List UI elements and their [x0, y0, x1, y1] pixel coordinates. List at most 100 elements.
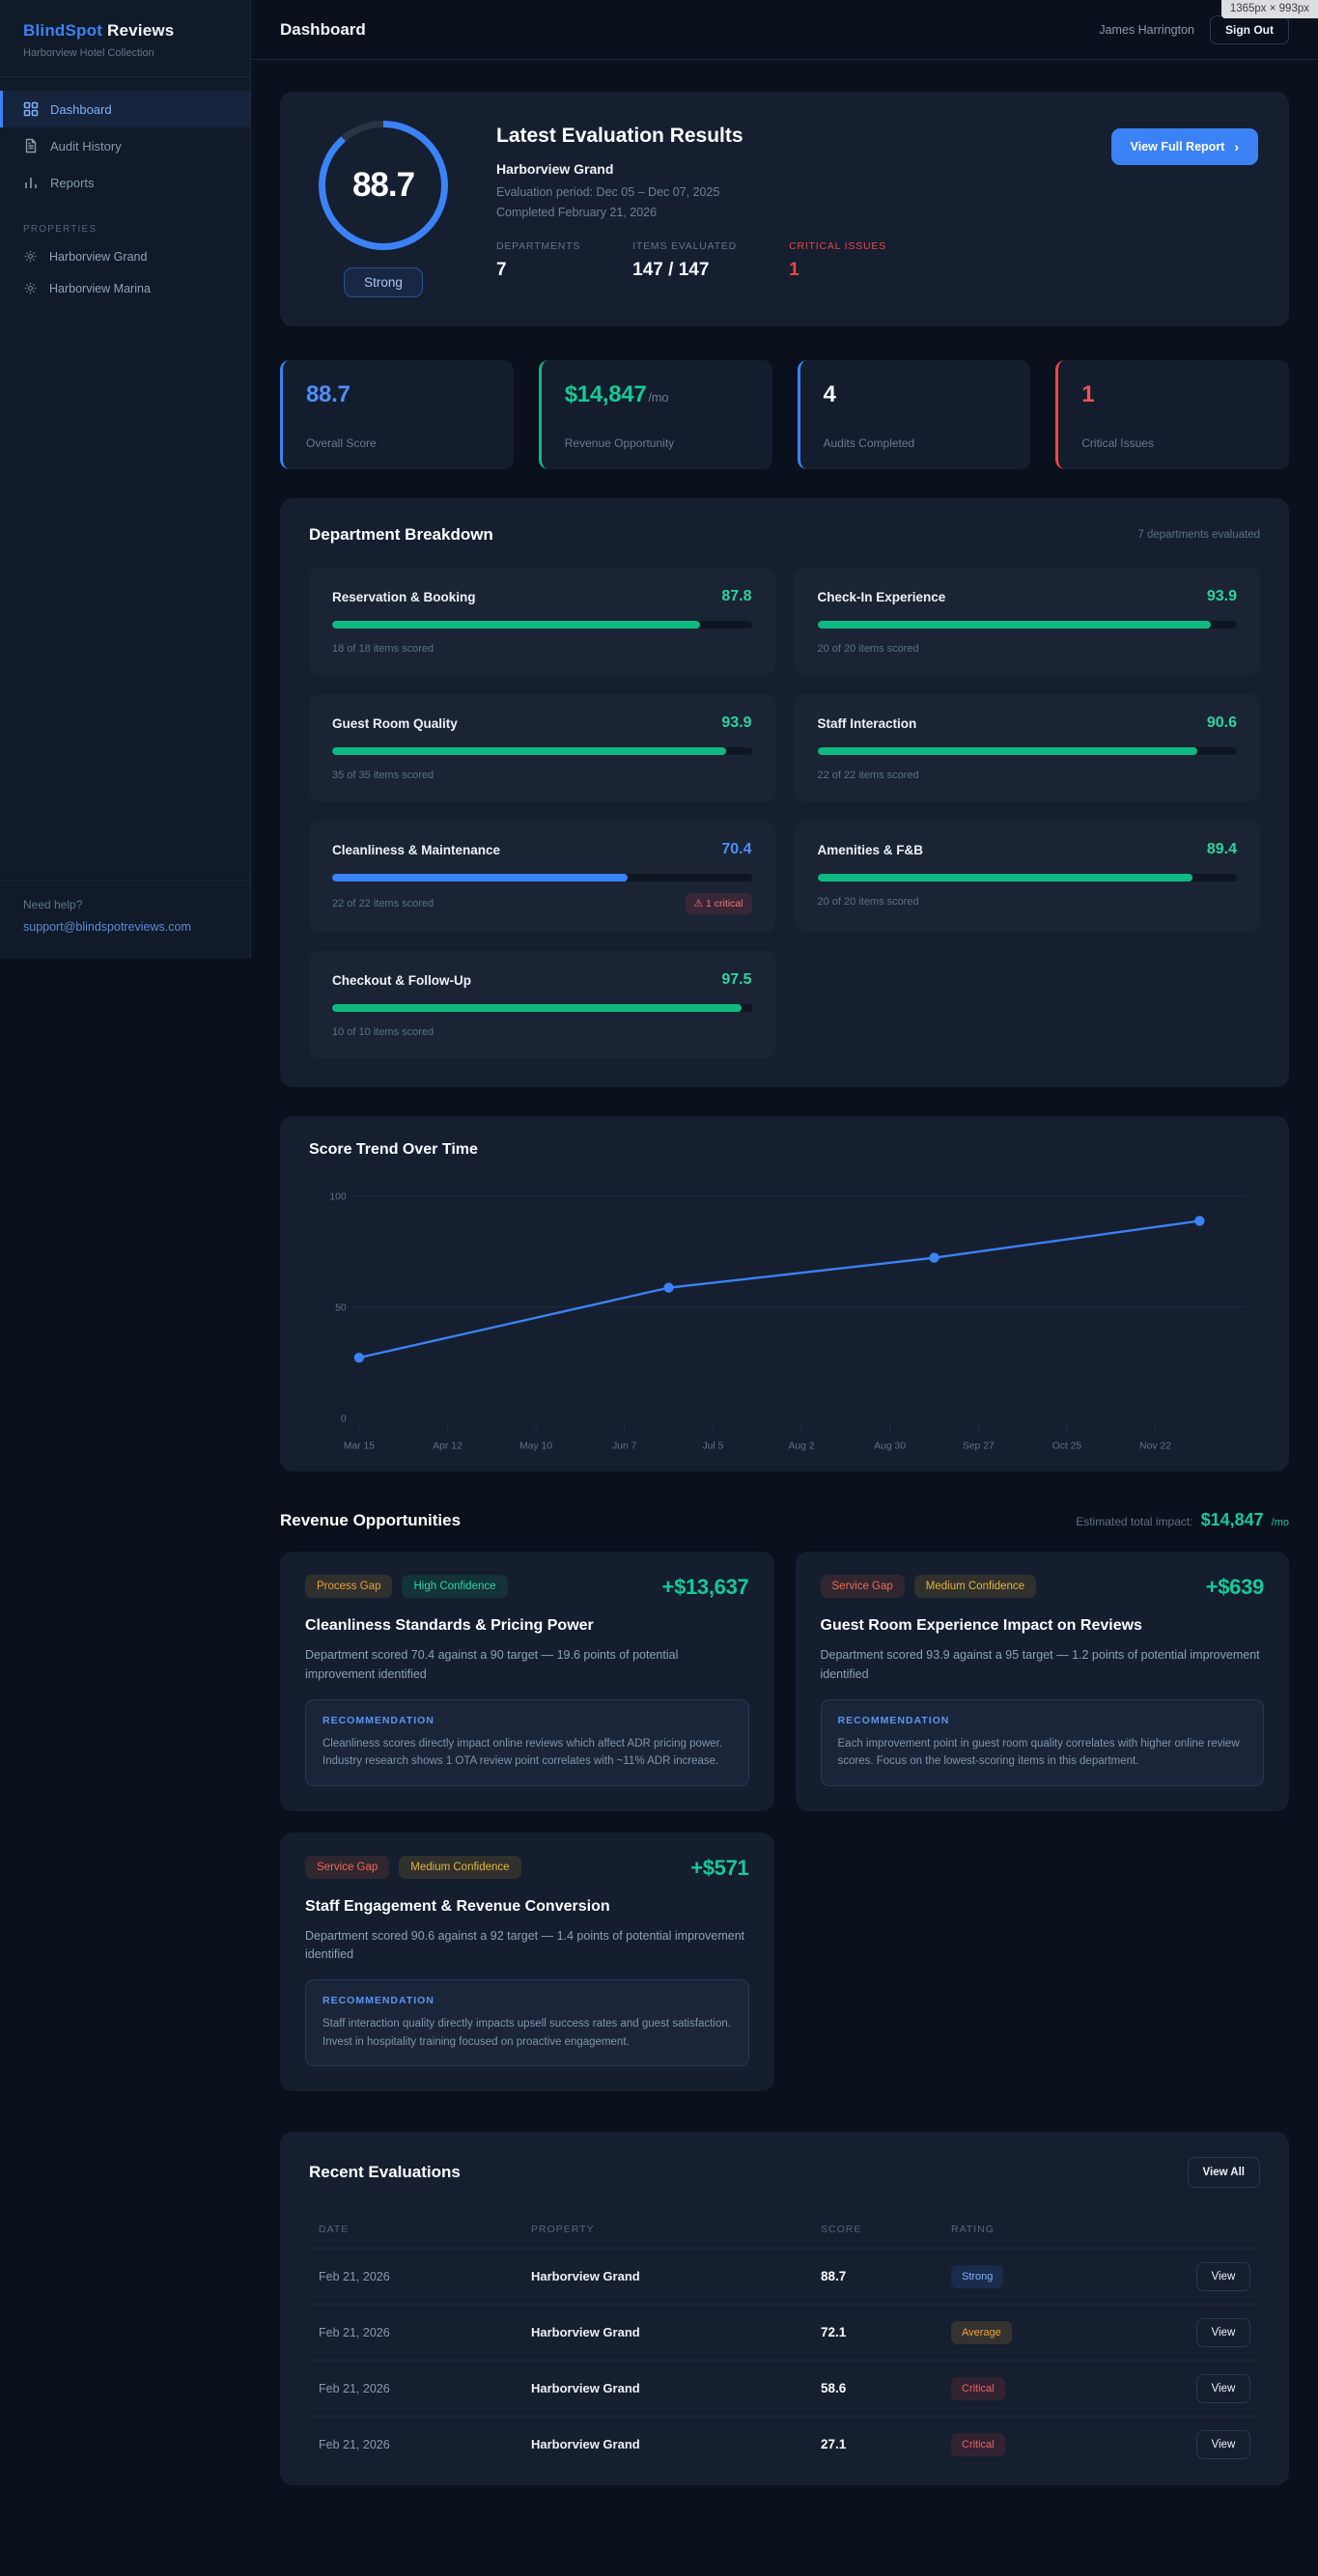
- revenue-card-title: Cleanliness Standards & Pricing Power: [305, 1617, 594, 1635]
- department-progress-track: [332, 747, 752, 755]
- app-logo: BlindSpot Reviews: [23, 21, 227, 41]
- latest-evaluation-card: 88.7 Strong Latest Evaluation Results Ha…: [280, 92, 1289, 326]
- svg-text:Jun 7: Jun 7: [612, 1442, 637, 1452]
- view-row-button[interactable]: View: [1196, 2317, 1250, 2347]
- department-score: 89.4: [1206, 841, 1237, 857]
- department-score: 90.6: [1206, 714, 1237, 731]
- cell-property: Harborview Grand: [531, 2269, 640, 2284]
- cell-score: 58.6: [821, 2381, 847, 2396]
- score-trend-chart: 100 50 0 Mar 15 Apr 12 May 10 Jun 7 Jul 5 Aug 2 A…: [309, 1172, 1260, 1454]
- sign-out-button[interactable]: Sign Out: [1210, 14, 1289, 44]
- property-item-harborview-grand[interactable]: Harborview Grand: [0, 240, 250, 272]
- stat-value: $14,847/mo: [564, 381, 669, 407]
- dashboard-icon: [23, 101, 39, 117]
- score-gauge-column: 88.7 Strong: [311, 121, 456, 297]
- recommendation-box: RECOMMENDATION Cleanliness scores directl…: [305, 1698, 749, 1786]
- svg-text:Oct 25: Oct 25: [1052, 1442, 1082, 1452]
- department-items-scored: 20 of 20 items scored: [817, 896, 919, 908]
- column-header-date: DATE: [319, 2224, 350, 2236]
- department-progress-fill: [332, 1004, 742, 1012]
- revenue-amount: +$13,637: [661, 1575, 749, 1600]
- brand-secondary: Reviews: [102, 21, 175, 40]
- table-row: Feb 21, 2026 Harborview Grand 27.1 Critical…: [309, 2416, 1260, 2472]
- department-name: Checkout & Follow-Up: [332, 972, 471, 988]
- department-progress-fill: [817, 621, 1212, 629]
- sidebar-item-reports[interactable]: Reports: [0, 164, 250, 201]
- department-items-scored: 18 of 18 items scored: [332, 643, 435, 655]
- evaluations-table-header: DATE PROPERTY SCORE RATING: [309, 2211, 1260, 2248]
- svg-text:Jul 5: Jul 5: [702, 1442, 723, 1452]
- support-email-link[interactable]: support@blindspotreviews.com: [23, 920, 191, 934]
- revenue-amount: +$571: [690, 1855, 749, 1880]
- brand-block: BlindSpot Reviews Harborview Hotel Colle…: [0, 0, 250, 77]
- department-progress-track: [332, 1004, 752, 1012]
- department-items-scored: 22 of 22 items scored: [332, 898, 435, 910]
- hero-stat-label: CRITICAL ISSUES: [789, 240, 886, 252]
- hero-stat-critical-issues: CRITICAL ISSUES 1: [789, 240, 886, 281]
- department-items-scored: 20 of 20 items scored: [817, 643, 919, 655]
- impact-label: Estimated total impact:: [1076, 1515, 1193, 1529]
- tag-high: High Confidence: [402, 1575, 508, 1599]
- view-row-button[interactable]: View: [1196, 2261, 1250, 2291]
- department-items-scored: 22 of 22 items scored: [817, 770, 919, 781]
- svg-text:Apr 12: Apr 12: [433, 1442, 463, 1452]
- impact-suffix: /mo: [1271, 1517, 1289, 1529]
- stat-label: Overall Score: [306, 436, 377, 450]
- recommendation-text: Each improvement point in guest room qua…: [837, 1737, 1240, 1768]
- view-full-report-button[interactable]: View Full Report ›: [1110, 128, 1258, 165]
- view-row-button[interactable]: View: [1196, 2429, 1250, 2459]
- properties-list: Harborview Grand Harborview Marina: [0, 240, 250, 304]
- department-progress-track: [817, 621, 1237, 629]
- property-item-harborview-marina[interactable]: Harborview Marina: [0, 272, 250, 304]
- revenue-card-description: Department scored 93.9 against a 95 targ…: [820, 1648, 1260, 1681]
- rating-badge: Strong: [951, 2264, 1004, 2288]
- svg-text:Aug 30: Aug 30: [874, 1442, 906, 1452]
- sidebar-item-dashboard[interactable]: Dashboard: [0, 91, 250, 127]
- cell-score: 88.7: [821, 2269, 847, 2284]
- svg-text:0: 0: [341, 1414, 347, 1424]
- recommendation-label: RECOMMENDATION: [322, 1714, 435, 1726]
- recommendation-box: RECOMMENDATION Each improvement point in …: [820, 1698, 1264, 1786]
- hero-stat-label: ITEMS EVALUATED: [632, 240, 738, 252]
- sidebar: BlindSpot Reviews Harborview Hotel Colle…: [0, 0, 251, 959]
- revenue-card-staff-engagement-revenue-conversion: Service Gap Medium Confidence +$571 Staff E…: [280, 1832, 774, 2092]
- estimated-total-impact: Estimated total impact: $14,847 /mo: [1076, 1510, 1289, 1530]
- cell-rating: Critical: [951, 2376, 1173, 2400]
- department-name: Staff Interaction: [817, 715, 917, 731]
- department-breakdown-card: Department Breakdown 7 departments evalu…: [280, 498, 1289, 1087]
- hero-stat-label: DEPARTMENTS: [496, 240, 581, 252]
- table-row: Feb 21, 2026 Harborview Grand 58.6 Critical…: [309, 2360, 1260, 2416]
- department-score: 93.9: [721, 714, 752, 731]
- department-card-amenities-f-b: Amenities & F&B 89.4 20 of 20 items scored: [794, 821, 1260, 932]
- revenue-card-title: Guest Room Experience Impact on Reviews: [820, 1617, 1142, 1635]
- trend-line-chart-svg: 100 50 0 Mar 15 Apr 12 May 10 Jun 7 Jul 5 Aug 2 A…: [329, 1191, 1247, 1452]
- stat-value: 4: [823, 381, 836, 407]
- departments-evaluated-count: 7 departments evaluated: [1137, 529, 1260, 541]
- department-name: Reservation & Booking: [332, 589, 476, 604]
- department-progress-fill: [817, 747, 1198, 755]
- sidebar-item-audit-history[interactable]: Audit History: [0, 127, 250, 164]
- audit-history-icon: [23, 138, 39, 154]
- brand-subtitle: Harborview Hotel Collection: [23, 47, 154, 59]
- view-row-button[interactable]: View: [1196, 2373, 1250, 2403]
- property-label: Harborview Marina: [49, 281, 151, 295]
- column-header-property: PROPERTY: [531, 2224, 595, 2236]
- sidebar-item-label: Audit History: [50, 138, 122, 154]
- header-right: James Harrington Sign Out: [1099, 14, 1289, 44]
- overall-score-value: 88.7: [351, 166, 415, 204]
- department-name: Guest Room Quality: [332, 715, 458, 731]
- evaluation-title: Latest Evaluation Results: [496, 125, 743, 147]
- svg-text:Aug 2: Aug 2: [789, 1442, 815, 1452]
- revenue-opportunities-header: Revenue Opportunities Estimated total im…: [280, 1510, 1289, 1530]
- hero-stat-items-evaluated: ITEMS EVALUATED 147 / 147: [632, 240, 737, 281]
- hero-stat-value: 147 / 147: [632, 260, 710, 280]
- score-rating-badge: Strong: [344, 267, 423, 297]
- hero-stat-value: 7: [496, 260, 507, 280]
- column-header-score: SCORE: [821, 2224, 862, 2236]
- view-all-button[interactable]: View All: [1187, 2157, 1260, 2189]
- recommendation-label: RECOMMENDATION: [837, 1714, 950, 1726]
- stat-card-critical-issues: 1 Critical Issues: [1055, 360, 1289, 469]
- revenue-card-cleanliness-standards-pricing-power: Process Gap High Confidence +$13,637 Cleanl…: [280, 1552, 774, 1811]
- department-grid: Reservation & Booking 87.8 18 of 18 items …: [309, 568, 1260, 1058]
- tag-medium: Medium Confidence: [913, 1575, 1037, 1599]
